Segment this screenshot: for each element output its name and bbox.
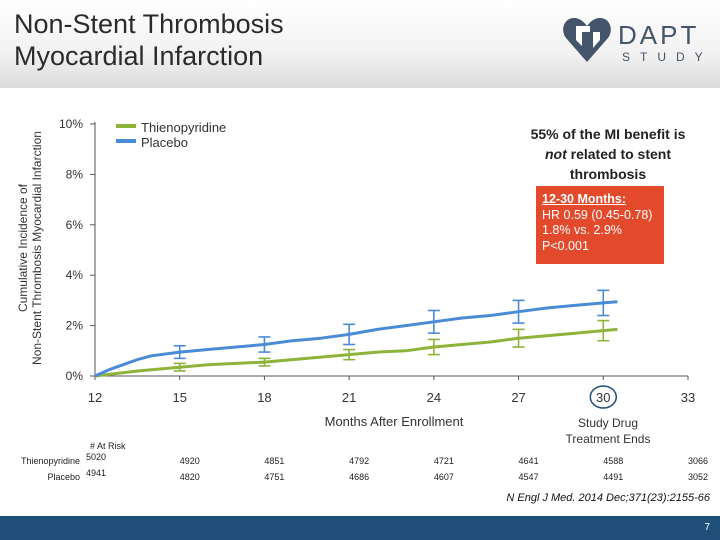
at-risk-value: 4941 bbox=[85, 468, 107, 478]
callout-line-2-rest: related to stent bbox=[566, 146, 671, 162]
hr-box-line-2: 1.8% vs. 2.9% bbox=[542, 223, 622, 237]
at-risk-value: 4686 bbox=[349, 472, 370, 482]
page-number: 7 bbox=[704, 522, 710, 533]
at-risk-row-label: Thienopyridine bbox=[20, 456, 80, 466]
at-risk-value: 4547 bbox=[518, 472, 539, 482]
hr-box-line-3: P<0.001 bbox=[542, 238, 589, 253]
x-tick-label: 12 bbox=[88, 390, 102, 405]
title-line-1: Non-Stent Thrombosis bbox=[14, 9, 284, 39]
at-risk-value: 4588 bbox=[603, 456, 624, 466]
at-risk-value: 4641 bbox=[518, 456, 539, 466]
y-tick-label: 2% bbox=[66, 319, 84, 333]
x-tick-label: 15 bbox=[172, 390, 186, 405]
highlighted-tick-circle bbox=[589, 385, 618, 409]
y-tick-label: 6% bbox=[66, 218, 84, 232]
logo-sub: STUDY bbox=[622, 50, 713, 64]
x-tick-label: 30 bbox=[596, 390, 610, 405]
study-end-line-2: Treatment Ends bbox=[565, 432, 651, 446]
at-risk-value: 4491 bbox=[603, 472, 624, 482]
hr-box-line-1: HR 0.59 (0.45-0.78) bbox=[542, 207, 653, 222]
callout-line-3: thrombosis bbox=[569, 166, 647, 182]
title-line-2: Myocardial Infarction bbox=[14, 41, 264, 71]
hr-box-title: 12-30 Months: bbox=[542, 192, 627, 206]
study-drug-ends-label: Study Drug Treatment Ends bbox=[548, 415, 668, 447]
at-risk-value: 4751 bbox=[264, 472, 285, 482]
series-line-placebo bbox=[94, 300, 618, 378]
at-risk-value: 4721 bbox=[433, 456, 454, 466]
legend-label-thienopyridine: Thienopyridine bbox=[141, 120, 227, 135]
dapt-logo: DAPT STUDY bbox=[560, 12, 710, 72]
y-tick-label: 4% bbox=[66, 268, 84, 282]
at-risk-value: 4820 bbox=[179, 472, 200, 482]
at-risk-value: 4607 bbox=[433, 472, 454, 482]
slide-header: Non-Stent Thrombosis Myocardial Infarcti… bbox=[0, 0, 720, 88]
y-tick-label: 10% bbox=[59, 117, 83, 131]
x-tick-label: 33 bbox=[681, 390, 695, 405]
slide-title: Non-Stent Thrombosis Myocardial Infarcti… bbox=[14, 8, 284, 72]
y-tick-label: 0% bbox=[66, 369, 84, 383]
at-risk-value: 4851 bbox=[264, 456, 285, 466]
callout-line-2: not related to stent bbox=[508, 144, 708, 164]
x-tick-label: 24 bbox=[427, 390, 441, 405]
at-risk-value: 3066 bbox=[687, 456, 709, 466]
legend: Thienopyridine Placebo bbox=[141, 120, 226, 150]
x-tick-label: 18 bbox=[257, 390, 271, 405]
x-tick-label: 21 bbox=[342, 390, 356, 405]
slide-footer: 7 bbox=[0, 516, 720, 540]
study-end-line-1: Study Drug bbox=[577, 416, 639, 430]
x-axis-label: Months After Enrollment bbox=[324, 414, 464, 429]
at-risk-value: 4920 bbox=[179, 456, 200, 466]
at-risk-row-label: Placebo bbox=[47, 472, 80, 482]
at-risk-value: 4792 bbox=[349, 456, 370, 466]
x-tick-label: 27 bbox=[511, 390, 525, 405]
logo-word: DAPT bbox=[618, 20, 700, 50]
y-tick-label: 8% bbox=[66, 167, 84, 181]
at-risk-value: 3052 bbox=[687, 472, 709, 482]
series-line-thienopyridine bbox=[94, 327, 618, 378]
mi-benefit-callout: 55% of the MI benefit is not related to … bbox=[508, 124, 708, 184]
legend-label-placebo: Placebo bbox=[141, 135, 188, 150]
callout-line-1: 55% of the MI benefit is bbox=[530, 126, 686, 142]
at-risk-title: # At Risk bbox=[90, 441, 126, 451]
callout-not: not bbox=[544, 146, 567, 162]
dapt-heart-icon bbox=[563, 18, 611, 62]
hr-results-box: 12-30 Months: HR 0.59 (0.45-0.78) 1.8% v… bbox=[536, 186, 664, 264]
citation: N Engl J Med. 2014 Dec;371(23):2155-66 bbox=[506, 492, 710, 504]
at-risk-value: 5020 bbox=[85, 452, 107, 462]
